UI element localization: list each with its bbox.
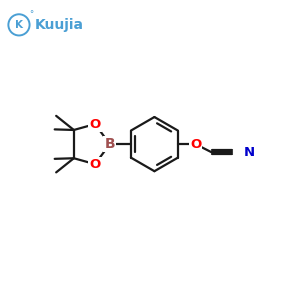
- Text: O: O: [190, 138, 201, 151]
- Text: O: O: [89, 158, 101, 171]
- Text: °: °: [29, 10, 33, 19]
- Text: N: N: [244, 146, 255, 159]
- Text: Kuujia: Kuujia: [34, 18, 83, 32]
- Text: O: O: [89, 118, 101, 130]
- Text: K: K: [15, 20, 23, 30]
- Text: B: B: [104, 137, 115, 151]
